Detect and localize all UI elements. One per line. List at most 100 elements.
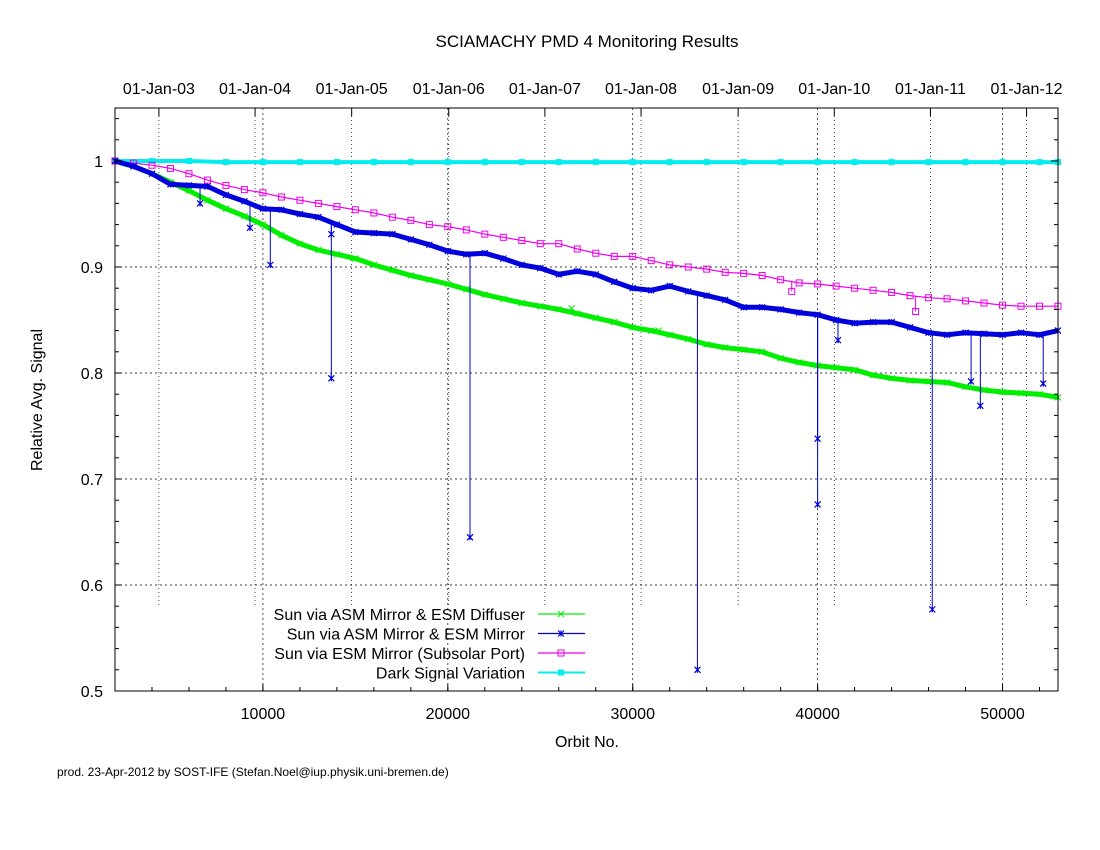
data-point [610,318,618,326]
data-point [592,159,599,166]
data-point [314,199,322,207]
data-point [327,374,335,382]
data-point [647,327,655,334]
series-line [114,160,1058,307]
top-date-axis: 01-Jan-03 01-Jan-04 01-Jan-05 01-Jan-06 01-J… [123,81,1063,116]
data-point [481,159,488,166]
y-tick-label: 1 [94,154,103,171]
data-point [148,158,155,164]
data-point [499,233,507,241]
data-point [555,270,563,278]
data-point [666,159,673,166]
data-point [647,257,655,265]
grid [115,108,1058,692]
data-point [694,666,701,674]
data-point [185,158,192,164]
data-point [703,292,711,300]
production-footer: prod. 23-Apr-2012 by SOST-IFE (Stefan.No… [57,765,449,779]
data-point [557,630,565,637]
data-point [925,329,932,337]
data-point [777,276,785,284]
data-point [296,196,304,204]
y-tick-label: 0.5 [81,684,103,701]
data-point [834,336,842,344]
data-point [573,245,581,253]
data-point [795,359,803,366]
data-point [296,240,304,248]
data-point [407,216,415,224]
data-point [592,314,600,322]
data-point [795,309,803,317]
data-point [962,329,969,337]
data-point [684,287,692,295]
data-point [167,180,174,188]
data-point [518,261,526,269]
data-point [259,159,266,166]
data-point [1017,389,1025,397]
data-point [462,285,470,293]
top-axis-date-label: 01-Jan-12 [991,81,1063,98]
y-axis-label: Relative Avg. Signal [29,329,46,471]
data-point [943,295,951,303]
data-point [130,162,137,170]
series-line [114,158,1059,338]
data-point [888,159,895,166]
data-point [928,605,936,613]
data-point [333,250,341,258]
data-point [555,306,563,313]
data-point [721,344,729,351]
data-point [240,186,248,194]
data-point [196,199,204,207]
data-point [388,213,396,221]
legend-label: Sun via ASM Mirror & ESM Diffuser [274,607,526,624]
data-point [278,231,285,239]
data-point [906,292,914,300]
data-point [481,230,489,238]
data-point [912,308,920,316]
data-point [629,324,637,331]
data-point [296,159,303,166]
data-point [795,279,803,287]
data-point [980,386,988,394]
data-point [684,263,692,271]
plot-series [111,157,1062,674]
data-point [568,304,576,312]
data-point [666,282,674,290]
data-point [814,159,821,166]
data-point [166,164,174,172]
data-point [333,159,340,166]
data-point [259,221,267,228]
data-point [1036,159,1043,166]
data-point [148,161,156,169]
data-point [851,159,858,166]
data-point [740,269,748,277]
data-point [629,252,637,260]
data-point [703,159,710,166]
data-point [333,203,341,211]
top-axis-date-label: 01-Jan-10 [798,81,870,98]
data-point [222,191,230,199]
data-point [462,226,470,234]
data-point [203,176,211,184]
data-point [425,276,433,284]
data-point [967,378,975,385]
data-point [721,296,729,304]
data-point [592,270,600,278]
data-point [388,266,396,274]
top-axis-date-label: 01-Jan-11 [895,81,966,98]
data-point [976,402,984,410]
plot-frame [114,107,1059,692]
top-axis-date-label: 01-Jan-06 [413,81,485,98]
series-line [115,159,1058,165]
data-point [851,284,859,292]
data-point [558,669,564,676]
data-point [832,364,840,372]
top-axis-date-label: 01-Jan-04 [219,81,291,98]
data-point [266,261,274,269]
data-point [370,209,378,217]
legend-label: Sun via ASM Mirror & ESM Mirror [287,627,526,644]
data-point [296,210,304,218]
series-group [112,158,1061,166]
data-point [777,354,785,362]
data-point [518,299,526,307]
